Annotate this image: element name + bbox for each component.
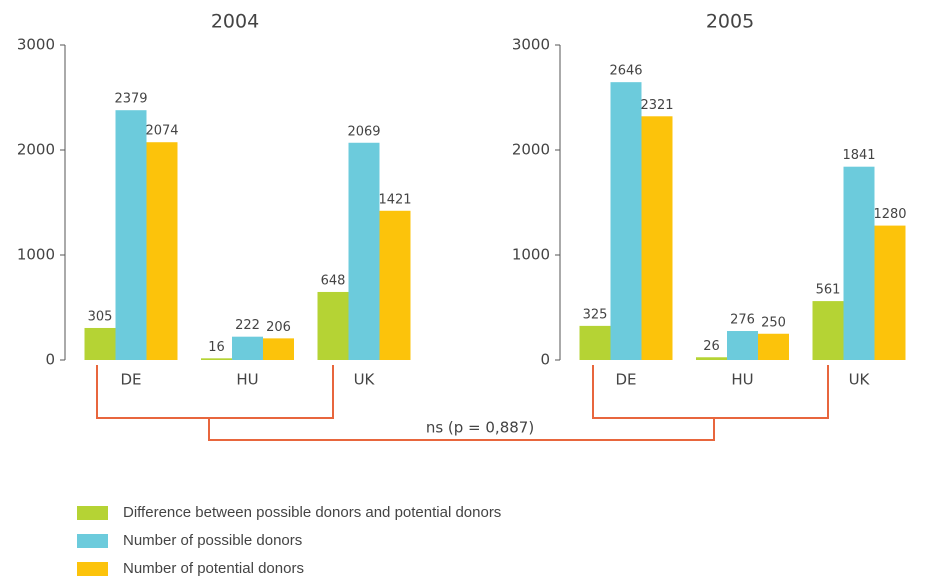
bracket [208,418,715,441]
value-label: 2379 [114,92,147,107]
value-label: 26 [703,339,720,354]
x-tick-label: DE [615,371,636,389]
y-tick-label: 2000 [17,141,55,159]
value-label: 2646 [609,64,642,79]
legend-swatch [77,534,108,548]
value-label: 2321 [640,98,673,113]
value-label: 1280 [873,207,906,222]
bar [263,338,294,360]
bar [232,336,263,360]
legend-label: Difference between possible donors and p… [123,504,501,521]
value-label: 1421 [378,192,411,207]
value-label: 206 [266,320,291,335]
bar [317,291,349,360]
x-tick-label: HU [236,371,258,389]
bar [843,166,875,360]
bar [84,327,116,360]
annotation: ns (p = 0,887) [426,419,534,437]
value-label: 1841 [842,148,875,163]
value-label: 305 [88,309,113,324]
brackets [96,365,829,441]
value-label: 2074 [145,124,178,139]
y-tick-label: 1000 [512,246,550,264]
value-label: 16 [208,340,225,355]
y-tick-label: 1000 [17,246,55,264]
x-tick-label: UK [354,371,376,389]
bar [874,225,906,360]
y-tick-label: 2000 [512,141,550,159]
bar [115,110,147,360]
bar [610,82,642,361]
chart-title: 2005 [706,11,754,33]
bracket [592,365,829,419]
bar [379,210,411,360]
y-tick-label: 3000 [17,36,55,54]
bar [579,325,611,360]
bar [146,142,178,360]
y-tick-label: 0 [540,351,550,369]
x-tick-label: UK [849,371,871,389]
value-label: 276 [730,313,755,328]
bar [348,142,380,360]
chart-title: 2004 [211,11,259,33]
annotation-bg [405,417,555,439]
bar [727,331,758,360]
bar [641,116,673,360]
legend-swatch [77,506,108,520]
x-tick-label: HU [731,371,753,389]
bar [812,301,844,360]
y-tick-label: 3000 [512,36,550,54]
value-label: 325 [583,307,608,322]
legend-swatch [77,562,108,576]
legend-label: Number of possible donors [123,532,302,549]
bar [758,333,789,360]
bar [201,358,232,360]
bar [696,357,727,360]
value-label: 648 [321,273,346,288]
value-label: 250 [761,315,786,330]
value-label: 222 [235,318,260,333]
bracket [96,365,334,419]
y-tick-label: 0 [45,351,55,369]
value-label: 2069 [347,124,380,139]
legend-label: Number of potential donors [123,560,304,577]
value-label: 561 [816,283,841,298]
x-tick-label: DE [120,371,141,389]
